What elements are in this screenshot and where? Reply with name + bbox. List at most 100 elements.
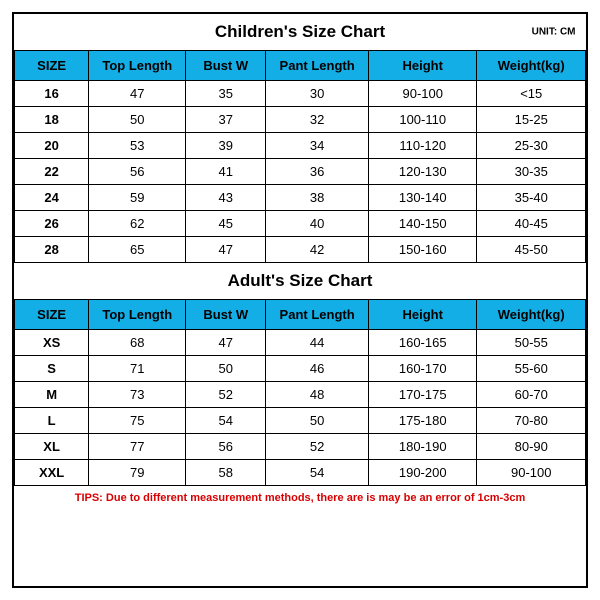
table-cell: 80-90 xyxy=(477,434,586,460)
column-header: Weight(kg) xyxy=(477,300,586,330)
table-cell: 36 xyxy=(266,159,369,185)
table-cell: 35-40 xyxy=(477,185,586,211)
table-cell: 54 xyxy=(266,460,369,486)
table-cell: L xyxy=(15,408,89,434)
table-cell: 45 xyxy=(186,211,266,237)
table-row: M735248170-17560-70 xyxy=(15,382,586,408)
table-cell: 62 xyxy=(89,211,186,237)
table-cell: 35 xyxy=(186,81,266,107)
table-cell: 50 xyxy=(186,356,266,382)
table-cell: 50 xyxy=(89,107,186,133)
table-cell: 100-110 xyxy=(368,107,476,133)
column-header: Bust W xyxy=(186,51,266,81)
table-cell: 70-80 xyxy=(477,408,586,434)
table-cell: 24 xyxy=(15,185,89,211)
column-header: Pant Length xyxy=(266,300,369,330)
column-header: SIZE xyxy=(15,51,89,81)
table-cell: 52 xyxy=(266,434,369,460)
chart-frame: Children's Size Chart UNIT: CM SIZETop L… xyxy=(12,12,588,588)
table-cell: 42 xyxy=(266,237,369,263)
column-header: Top Length xyxy=(89,300,186,330)
table-row: 24594338130-14035-40 xyxy=(15,185,586,211)
table-cell: 16 xyxy=(15,81,89,107)
table-cell: 18 xyxy=(15,107,89,133)
column-header: SIZE xyxy=(15,300,89,330)
table-row: 20533934110-12025-30 xyxy=(15,133,586,159)
table-cell: 90-100 xyxy=(477,460,586,486)
table-cell: 15-25 xyxy=(477,107,586,133)
table-cell: XXL xyxy=(15,460,89,486)
table-row: 18503732100-11015-25 xyxy=(15,107,586,133)
table-cell: 170-175 xyxy=(368,382,476,408)
table-cell: 59 xyxy=(89,185,186,211)
adult-title-row: Adult's Size Chart xyxy=(15,263,586,300)
table-cell: 22 xyxy=(15,159,89,185)
table-row: 1647353090-100<15 xyxy=(15,81,586,107)
tips-text: TIPS: Due to different measurement metho… xyxy=(14,486,586,510)
table-cell: 77 xyxy=(89,434,186,460)
table-cell: 20 xyxy=(15,133,89,159)
children-size-table: Children's Size Chart UNIT: CM SIZETop L… xyxy=(14,14,586,263)
table-cell: 68 xyxy=(89,330,186,356)
table-cell: 48 xyxy=(266,382,369,408)
adult-title: Adult's Size Chart xyxy=(228,271,373,290)
table-cell: 38 xyxy=(266,185,369,211)
column-header: Weight(kg) xyxy=(477,51,586,81)
children-title: Children's Size Chart xyxy=(215,22,385,41)
table-row: XXL795854190-20090-100 xyxy=(15,460,586,486)
table-cell: 120-130 xyxy=(368,159,476,185)
table-cell: 39 xyxy=(186,133,266,159)
table-cell: 79 xyxy=(89,460,186,486)
table-cell: 43 xyxy=(186,185,266,211)
table-cell: 34 xyxy=(266,133,369,159)
column-header: Height xyxy=(368,300,476,330)
table-cell: 55-60 xyxy=(477,356,586,382)
column-header: Height xyxy=(368,51,476,81)
table-cell: XL xyxy=(15,434,89,460)
children-title-row: Children's Size Chart UNIT: CM xyxy=(15,14,586,51)
table-cell: 40 xyxy=(266,211,369,237)
adult-size-table: Adult's Size Chart SIZETop LengthBust WP… xyxy=(14,263,586,486)
table-row: L755450175-18070-80 xyxy=(15,408,586,434)
table-cell: 52 xyxy=(186,382,266,408)
table-cell: 140-150 xyxy=(368,211,476,237)
table-row: 26624540140-15040-45 xyxy=(15,211,586,237)
table-cell: 180-190 xyxy=(368,434,476,460)
column-header: Top Length xyxy=(89,51,186,81)
table-cell: 32 xyxy=(266,107,369,133)
table-cell: 56 xyxy=(186,434,266,460)
table-cell: 56 xyxy=(89,159,186,185)
table-row: XL775652180-19080-90 xyxy=(15,434,586,460)
table-cell: 25-30 xyxy=(477,133,586,159)
table-cell: 45-50 xyxy=(477,237,586,263)
table-cell: 44 xyxy=(266,330,369,356)
table-cell: 65 xyxy=(89,237,186,263)
table-cell: 47 xyxy=(89,81,186,107)
table-cell: 160-170 xyxy=(368,356,476,382)
table-cell: 53 xyxy=(89,133,186,159)
table-cell: 50 xyxy=(266,408,369,434)
table-row: XS684744160-16550-55 xyxy=(15,330,586,356)
table-cell: 47 xyxy=(186,237,266,263)
table-cell: XS xyxy=(15,330,89,356)
table-cell: 73 xyxy=(89,382,186,408)
table-cell: 130-140 xyxy=(368,185,476,211)
table-cell: 110-120 xyxy=(368,133,476,159)
table-cell: 190-200 xyxy=(368,460,476,486)
table-cell: 30-35 xyxy=(477,159,586,185)
unit-label: UNIT: CM xyxy=(532,27,576,38)
table-cell: 150-160 xyxy=(368,237,476,263)
table-cell: 47 xyxy=(186,330,266,356)
table-cell: 160-165 xyxy=(368,330,476,356)
table-cell: 46 xyxy=(266,356,369,382)
table-cell: 41 xyxy=(186,159,266,185)
adult-header-row: SIZETop LengthBust WPant LengthHeightWei… xyxy=(15,300,586,330)
table-cell: <15 xyxy=(477,81,586,107)
table-cell: 30 xyxy=(266,81,369,107)
table-row: 28654742150-16045-50 xyxy=(15,237,586,263)
table-cell: 50-55 xyxy=(477,330,586,356)
children-header-row: SIZETop LengthBust WPant LengthHeightWei… xyxy=(15,51,586,81)
table-cell: 58 xyxy=(186,460,266,486)
table-cell: 28 xyxy=(15,237,89,263)
table-cell: S xyxy=(15,356,89,382)
